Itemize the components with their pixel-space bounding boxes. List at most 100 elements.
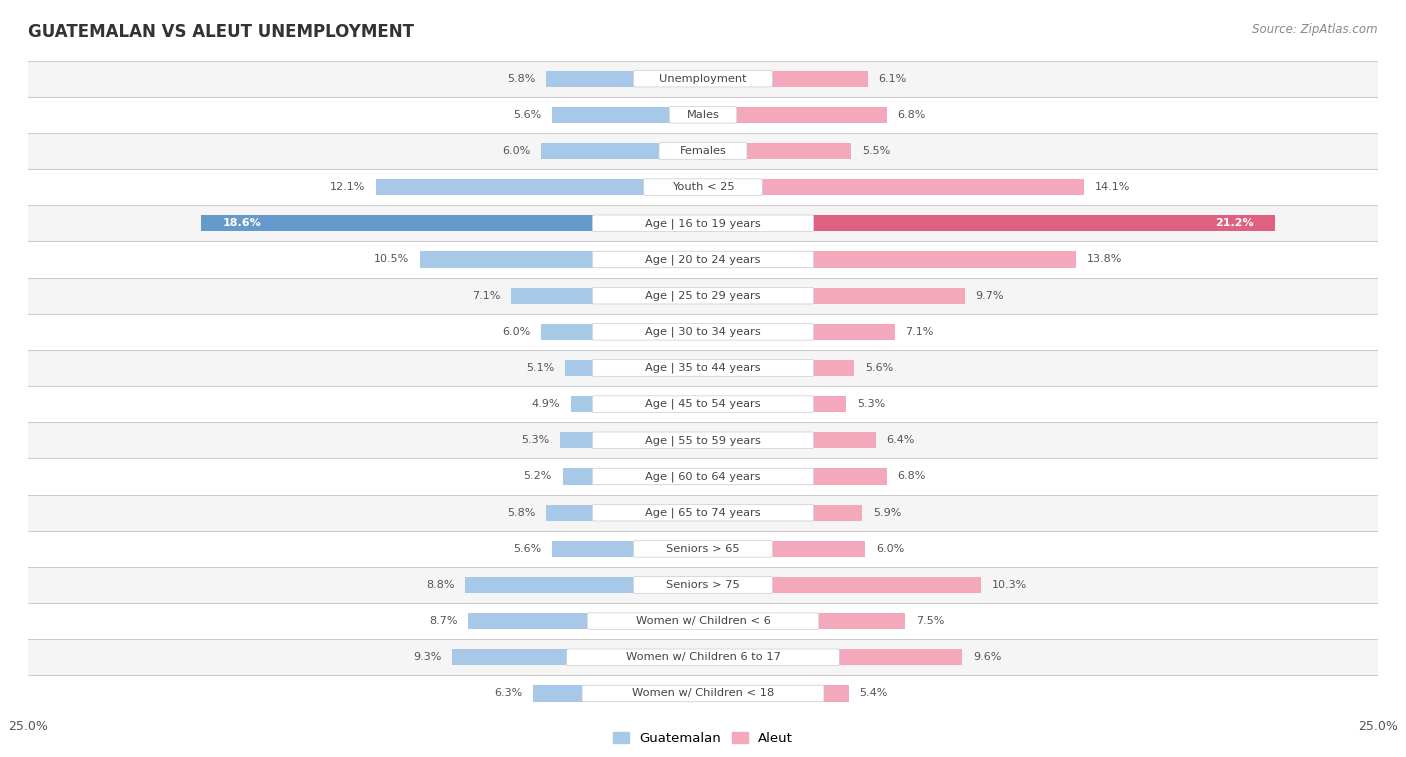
Text: 5.6%: 5.6%	[865, 363, 893, 373]
Text: 7.1%: 7.1%	[472, 291, 501, 301]
Bar	[560, 432, 703, 448]
FancyBboxPatch shape	[28, 603, 1378, 639]
Text: Age | 30 to 34 years: Age | 30 to 34 years	[645, 326, 761, 337]
Text: 9.7%: 9.7%	[976, 291, 1004, 301]
Bar	[703, 215, 1275, 232]
FancyBboxPatch shape	[28, 205, 1378, 241]
Text: 6.1%: 6.1%	[879, 73, 907, 83]
Text: 6.8%: 6.8%	[897, 110, 925, 120]
Text: 10.3%: 10.3%	[991, 580, 1028, 590]
FancyBboxPatch shape	[567, 649, 839, 665]
Bar	[541, 324, 703, 340]
Text: 9.3%: 9.3%	[413, 653, 441, 662]
FancyBboxPatch shape	[28, 61, 1378, 97]
Bar	[551, 540, 703, 557]
FancyBboxPatch shape	[592, 504, 814, 521]
Text: 5.9%: 5.9%	[873, 508, 901, 518]
Text: 6.0%: 6.0%	[502, 146, 530, 156]
FancyBboxPatch shape	[633, 70, 773, 87]
FancyBboxPatch shape	[28, 133, 1378, 169]
Text: 5.4%: 5.4%	[859, 689, 889, 699]
Bar	[703, 179, 1084, 195]
Bar	[377, 179, 703, 195]
FancyBboxPatch shape	[644, 179, 762, 195]
Text: 18.6%: 18.6%	[222, 218, 262, 229]
Bar	[703, 143, 852, 159]
Text: 5.8%: 5.8%	[508, 508, 536, 518]
Text: Age | 20 to 24 years: Age | 20 to 24 years	[645, 254, 761, 265]
FancyBboxPatch shape	[592, 360, 814, 376]
FancyBboxPatch shape	[592, 215, 814, 232]
Text: 5.5%: 5.5%	[862, 146, 890, 156]
Text: Seniors > 65: Seniors > 65	[666, 544, 740, 554]
Bar	[562, 469, 703, 484]
Bar	[703, 577, 981, 593]
Text: 6.3%: 6.3%	[494, 689, 522, 699]
Text: Seniors > 75: Seniors > 75	[666, 580, 740, 590]
Text: Age | 25 to 29 years: Age | 25 to 29 years	[645, 291, 761, 301]
Text: Unemployment: Unemployment	[659, 73, 747, 83]
FancyBboxPatch shape	[592, 396, 814, 413]
Text: Women w/ Children < 6: Women w/ Children < 6	[636, 616, 770, 626]
Text: 4.9%: 4.9%	[531, 399, 560, 409]
Text: 14.1%: 14.1%	[1094, 182, 1130, 192]
FancyBboxPatch shape	[28, 278, 1378, 313]
Text: 5.1%: 5.1%	[526, 363, 554, 373]
Bar	[419, 251, 703, 268]
Bar	[703, 650, 962, 665]
FancyBboxPatch shape	[659, 142, 747, 159]
Bar	[565, 360, 703, 376]
FancyBboxPatch shape	[633, 577, 773, 593]
FancyBboxPatch shape	[28, 531, 1378, 567]
Bar	[703, 432, 876, 448]
Text: Women w/ Children < 18: Women w/ Children < 18	[631, 689, 775, 699]
FancyBboxPatch shape	[592, 288, 814, 304]
Bar	[703, 251, 1076, 268]
Bar	[703, 70, 868, 87]
FancyBboxPatch shape	[28, 494, 1378, 531]
Text: 5.6%: 5.6%	[513, 544, 541, 554]
FancyBboxPatch shape	[28, 459, 1378, 494]
Bar	[465, 577, 703, 593]
Text: 5.6%: 5.6%	[513, 110, 541, 120]
Text: Women w/ Children 6 to 17: Women w/ Children 6 to 17	[626, 653, 780, 662]
Bar	[703, 613, 905, 629]
Text: Source: ZipAtlas.com: Source: ZipAtlas.com	[1253, 23, 1378, 36]
Text: 6.4%: 6.4%	[887, 435, 915, 445]
Text: 7.1%: 7.1%	[905, 327, 934, 337]
Text: 8.7%: 8.7%	[429, 616, 457, 626]
FancyBboxPatch shape	[28, 241, 1378, 278]
FancyBboxPatch shape	[588, 613, 818, 630]
Bar	[547, 70, 703, 87]
Bar	[703, 540, 865, 557]
Text: 9.6%: 9.6%	[973, 653, 1001, 662]
Text: 13.8%: 13.8%	[1087, 254, 1122, 264]
Text: 6.0%: 6.0%	[502, 327, 530, 337]
Bar	[703, 504, 862, 521]
FancyBboxPatch shape	[592, 468, 814, 484]
FancyBboxPatch shape	[28, 675, 1378, 712]
Text: Females: Females	[679, 146, 727, 156]
Bar	[468, 613, 703, 629]
Bar	[571, 396, 703, 413]
Bar	[703, 324, 894, 340]
Bar	[201, 215, 703, 232]
Text: Males: Males	[686, 110, 720, 120]
FancyBboxPatch shape	[28, 169, 1378, 205]
FancyBboxPatch shape	[28, 567, 1378, 603]
Bar	[551, 107, 703, 123]
Bar	[703, 685, 849, 702]
Bar	[703, 288, 965, 304]
FancyBboxPatch shape	[28, 313, 1378, 350]
Text: Age | 60 to 64 years: Age | 60 to 64 years	[645, 472, 761, 481]
Bar	[703, 469, 887, 484]
Bar	[451, 650, 703, 665]
Bar	[533, 685, 703, 702]
FancyBboxPatch shape	[592, 251, 814, 268]
Text: 6.8%: 6.8%	[897, 472, 925, 481]
FancyBboxPatch shape	[592, 323, 814, 340]
Text: Age | 55 to 59 years: Age | 55 to 59 years	[645, 435, 761, 446]
Text: 5.8%: 5.8%	[508, 73, 536, 83]
Text: Age | 65 to 74 years: Age | 65 to 74 years	[645, 507, 761, 518]
Bar	[703, 396, 846, 413]
